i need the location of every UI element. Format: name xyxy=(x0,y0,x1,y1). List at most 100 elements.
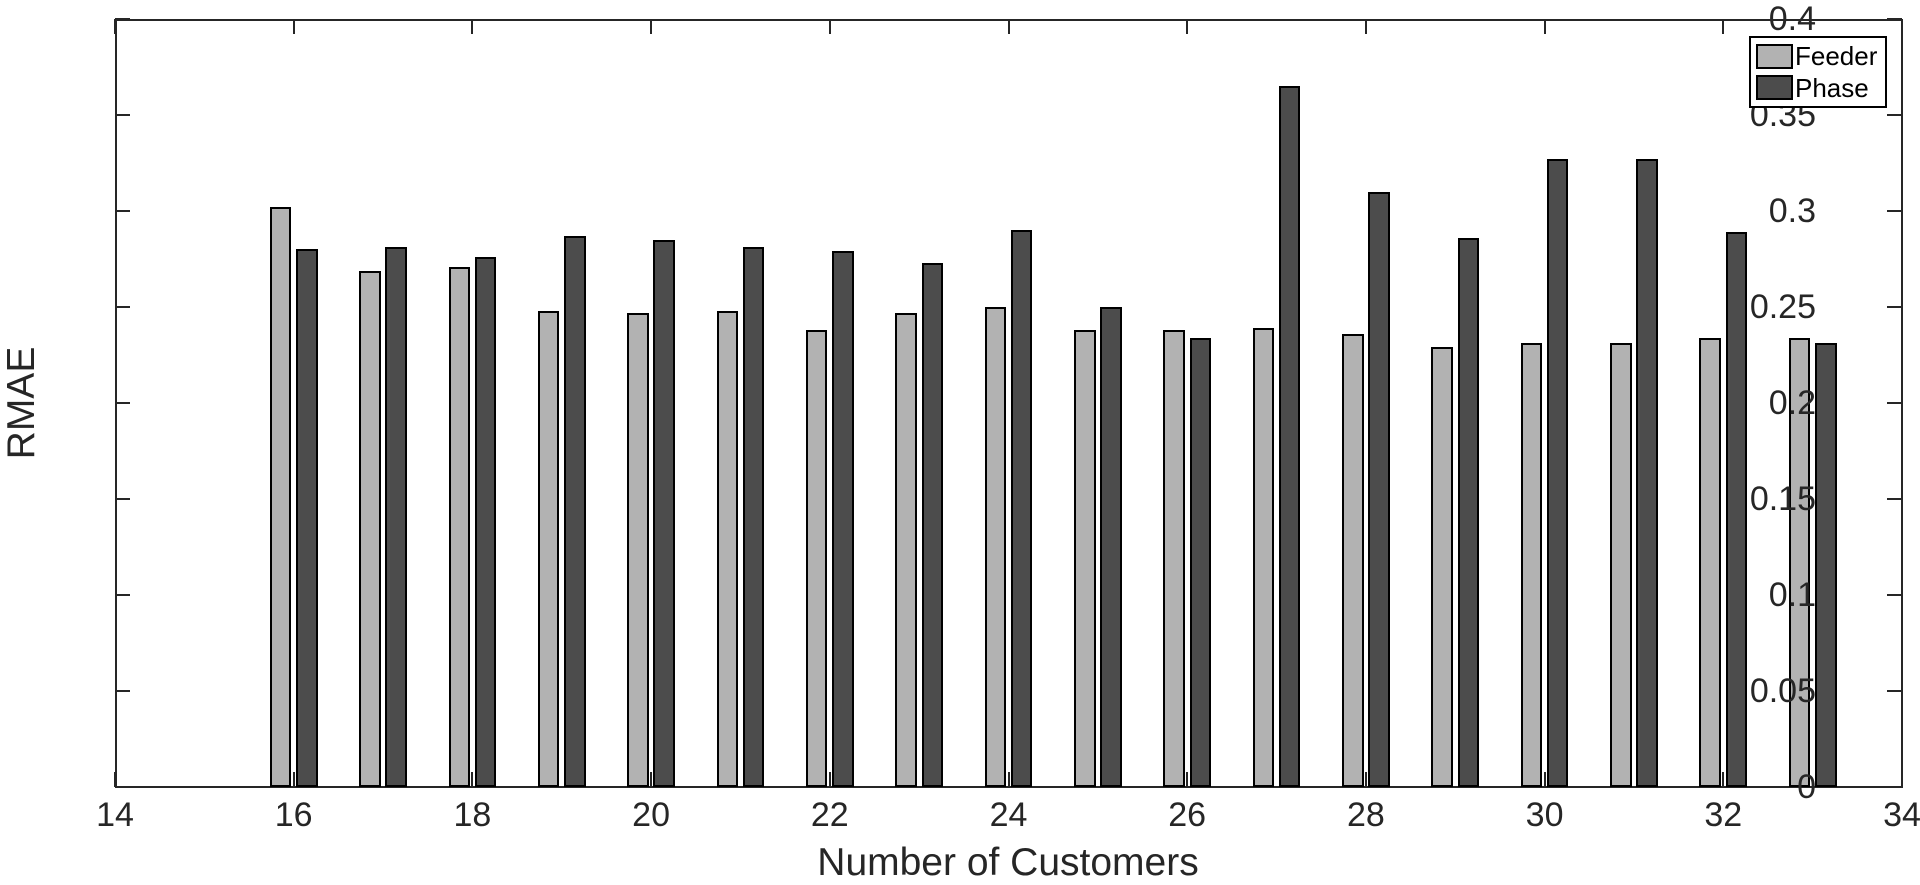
y-tick-right xyxy=(1887,786,1902,788)
y-tick-left xyxy=(115,18,130,20)
bar-feeder-23 xyxy=(895,312,917,787)
y-tick-left xyxy=(115,402,130,404)
x-tick-top xyxy=(1186,19,1189,34)
x-tick-bottom xyxy=(1901,772,1903,787)
bar-phase-16 xyxy=(296,249,318,787)
bar-phase-27 xyxy=(1278,86,1301,787)
bar-feeder-24 xyxy=(984,307,1007,787)
bar-phase-31 xyxy=(1636,159,1658,787)
bar-phase-21 xyxy=(742,247,765,787)
y-tick-right xyxy=(1887,210,1902,212)
x-tick-bottom xyxy=(114,772,116,787)
y-tick-left xyxy=(115,306,130,308)
bar-phase-19 xyxy=(564,235,586,787)
bar-feeder-17 xyxy=(359,270,381,787)
y-tick-label: 0.3 xyxy=(1768,192,1816,230)
x-tick-label: 20 xyxy=(632,796,671,834)
x-tick-bottom xyxy=(1186,772,1189,787)
x-tick-label: 30 xyxy=(1525,796,1564,834)
x-tick-top xyxy=(1901,19,1903,34)
x-tick-bottom xyxy=(292,772,295,787)
bar-feeder-16 xyxy=(269,207,292,787)
bar-feeder-30 xyxy=(1520,343,1543,787)
legend-item-phase: Phase xyxy=(1751,75,1885,101)
x-tick-label: 16 xyxy=(274,796,313,834)
y-tick-label: 0 xyxy=(1797,768,1816,806)
bar-feeder-28 xyxy=(1342,333,1364,787)
bar-phase-28 xyxy=(1368,191,1390,787)
bar-feeder-31 xyxy=(1610,343,1632,787)
x-tick-top xyxy=(1007,19,1010,34)
y-tick-left xyxy=(115,114,130,116)
legend-label-phase: Phase xyxy=(1795,72,1869,103)
y-tick-right xyxy=(1887,114,1902,116)
bar-phase-25 xyxy=(1100,307,1122,787)
x-tick-label: 24 xyxy=(989,796,1028,834)
x-tick-top xyxy=(828,19,831,34)
y-tick-label: 0.4 xyxy=(1768,0,1816,38)
y-tick-label: 0.15 xyxy=(1749,480,1816,518)
y-axis-label: RMAE xyxy=(0,346,43,460)
bar-phase-22 xyxy=(832,251,854,787)
legend-swatch-feeder-icon xyxy=(1756,43,1793,69)
bar-feeder-21 xyxy=(716,310,739,787)
bar-phase-32 xyxy=(1725,232,1748,787)
y-tick-label: 0.25 xyxy=(1749,288,1816,326)
x-tick-top xyxy=(292,19,295,34)
x-tick-label: 14 xyxy=(96,796,134,834)
x-tick-top xyxy=(1364,19,1367,34)
y-tick-right xyxy=(1887,498,1902,500)
bar-feeder-20 xyxy=(627,312,649,787)
x-tick-bottom xyxy=(1364,772,1367,787)
y-tick-right xyxy=(1887,594,1902,596)
y-tick-right xyxy=(1887,402,1902,404)
x-tick-bottom xyxy=(828,772,831,787)
bar-phase-24 xyxy=(1010,230,1033,787)
bar-feeder-32 xyxy=(1699,337,1721,787)
x-tick-bottom xyxy=(650,772,653,787)
bar-phase-29 xyxy=(1457,237,1480,787)
bar-feeder-19 xyxy=(537,310,560,787)
x-tick-bottom xyxy=(1007,772,1010,787)
bar-phase-33 xyxy=(1815,343,1837,787)
y-tick-left xyxy=(115,786,130,788)
x-tick-label: 32 xyxy=(1704,796,1743,834)
x-tick-label: 34 xyxy=(1883,796,1920,834)
x-tick-label: 26 xyxy=(1168,796,1207,834)
bar-phase-20 xyxy=(653,239,675,787)
bar-phase-26 xyxy=(1189,337,1212,787)
y-tick-left xyxy=(115,690,130,692)
plot-area xyxy=(115,19,1903,788)
x-tick-top xyxy=(650,19,653,34)
legend-label-feeder: Feeder xyxy=(1795,41,1878,72)
legend: Feeder Phase xyxy=(1749,36,1887,108)
bar-feeder-33 xyxy=(1788,337,1811,787)
x-axis-label: Number of Customers xyxy=(817,841,1199,884)
y-tick-left xyxy=(115,498,130,500)
bar-phase-23 xyxy=(921,262,943,787)
y-tick-label: 0.2 xyxy=(1768,384,1816,422)
x-tick-label: 22 xyxy=(810,796,849,834)
y-tick-right xyxy=(1887,306,1902,308)
bar-feeder-26 xyxy=(1163,330,1185,787)
legend-swatch-phase-icon xyxy=(1756,75,1793,101)
x-tick-top xyxy=(471,19,474,34)
x-tick-top xyxy=(1543,19,1546,34)
bar-feeder-18 xyxy=(448,266,471,787)
legend-item-feeder: Feeder xyxy=(1751,43,1885,69)
y-tick-left xyxy=(115,210,130,212)
x-tick-top xyxy=(114,19,116,34)
x-tick-bottom xyxy=(1543,772,1546,787)
x-tick-label: 28 xyxy=(1346,796,1385,834)
bar-feeder-27 xyxy=(1252,328,1275,787)
bar-phase-30 xyxy=(1546,159,1569,787)
bar-phase-17 xyxy=(385,247,407,787)
y-tick-left xyxy=(115,594,130,596)
y-tick-right xyxy=(1887,18,1902,20)
y-tick-label: 0.1 xyxy=(1768,576,1816,614)
bar-feeder-29 xyxy=(1431,347,1453,787)
y-tick-label: 0.05 xyxy=(1749,672,1816,710)
x-tick-top xyxy=(1722,19,1725,34)
x-tick-bottom xyxy=(1722,772,1725,787)
